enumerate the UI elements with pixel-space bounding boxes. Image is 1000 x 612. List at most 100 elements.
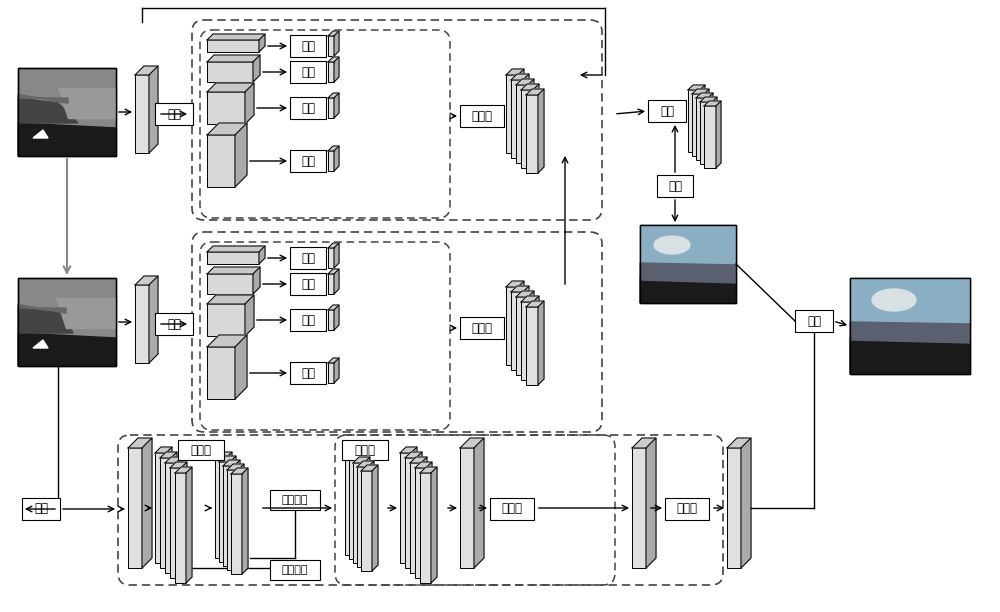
Polygon shape [18, 94, 68, 103]
Polygon shape [223, 460, 240, 466]
Bar [207, 92, 245, 124]
Bar [328, 310, 334, 330]
Bar [342, 440, 388, 460]
Bar [290, 61, 326, 83]
Bar [328, 274, 334, 294]
Text: 卷积: 卷积 [301, 102, 315, 114]
Polygon shape [171, 452, 177, 568]
Polygon shape [526, 301, 544, 307]
Bar [665, 498, 709, 520]
Bar [155, 453, 166, 563]
Bar [18, 68, 116, 156]
Polygon shape [850, 322, 970, 343]
Polygon shape [215, 452, 232, 458]
Bar [696, 98, 708, 160]
Polygon shape [357, 461, 374, 467]
Text: 上采样: 上采样 [472, 321, 492, 335]
Polygon shape [234, 460, 240, 566]
Polygon shape [640, 263, 736, 283]
Polygon shape [128, 438, 152, 448]
Text: 卷积: 卷积 [301, 40, 315, 53]
Bar [155, 103, 193, 125]
Polygon shape [632, 438, 656, 448]
Polygon shape [242, 468, 248, 574]
Text: 卷积: 卷积 [34, 502, 48, 515]
Polygon shape [356, 449, 362, 555]
Polygon shape [219, 456, 236, 462]
Bar [135, 75, 149, 153]
Polygon shape [361, 465, 378, 471]
Polygon shape [640, 225, 736, 263]
Text: 池化指数: 池化指数 [282, 495, 308, 505]
Bar [640, 225, 736, 303]
Polygon shape [207, 267, 260, 274]
Polygon shape [372, 465, 378, 571]
Polygon shape [511, 74, 529, 80]
Bar [290, 273, 326, 295]
Bar [345, 455, 356, 555]
Bar [227, 470, 238, 570]
Bar [506, 287, 518, 365]
Ellipse shape [872, 289, 916, 311]
Bar [207, 135, 235, 187]
Bar [349, 459, 360, 559]
Bar [328, 98, 334, 118]
Bar [632, 448, 646, 568]
Polygon shape [259, 34, 265, 52]
Bar [405, 458, 416, 568]
Polygon shape [523, 74, 529, 158]
Polygon shape [704, 89, 709, 156]
Bar [135, 285, 149, 363]
Polygon shape [328, 305, 339, 310]
Polygon shape [716, 101, 721, 168]
Polygon shape [259, 246, 265, 264]
Bar [357, 467, 368, 567]
Polygon shape [328, 93, 339, 98]
Polygon shape [364, 457, 370, 563]
Text: 卷积: 卷积 [301, 367, 315, 379]
Polygon shape [207, 246, 265, 252]
Polygon shape [231, 468, 248, 474]
Polygon shape [328, 269, 339, 274]
Bar [290, 150, 326, 172]
Bar [290, 362, 326, 384]
Bar [400, 453, 411, 563]
Polygon shape [696, 93, 713, 98]
Bar [692, 94, 704, 156]
Polygon shape [640, 275, 736, 303]
Polygon shape [850, 336, 970, 374]
Polygon shape [518, 281, 524, 365]
Bar [657, 175, 693, 197]
Polygon shape [538, 301, 544, 385]
Polygon shape [170, 462, 187, 468]
Polygon shape [688, 85, 705, 90]
Bar [128, 448, 142, 568]
Polygon shape [135, 66, 158, 75]
Polygon shape [415, 462, 432, 468]
Bar [521, 302, 533, 380]
Bar [850, 278, 970, 374]
Bar [420, 473, 431, 583]
Polygon shape [245, 83, 254, 124]
Bar [460, 317, 504, 339]
Polygon shape [207, 335, 247, 347]
Polygon shape [235, 335, 247, 399]
Polygon shape [226, 452, 232, 558]
Text: 池化: 池化 [167, 108, 181, 121]
Polygon shape [646, 438, 656, 568]
Polygon shape [334, 358, 339, 383]
Polygon shape [334, 146, 339, 171]
Polygon shape [58, 88, 116, 118]
Bar [328, 151, 334, 171]
Polygon shape [56, 298, 116, 328]
Polygon shape [460, 438, 484, 448]
Bar [460, 448, 474, 568]
Bar [18, 278, 116, 366]
Text: 卷积: 卷积 [301, 313, 315, 326]
Polygon shape [135, 276, 158, 285]
Polygon shape [235, 123, 247, 187]
Text: 融合: 融合 [660, 105, 674, 118]
Polygon shape [506, 281, 524, 287]
Polygon shape [526, 89, 544, 95]
Polygon shape [207, 83, 254, 92]
